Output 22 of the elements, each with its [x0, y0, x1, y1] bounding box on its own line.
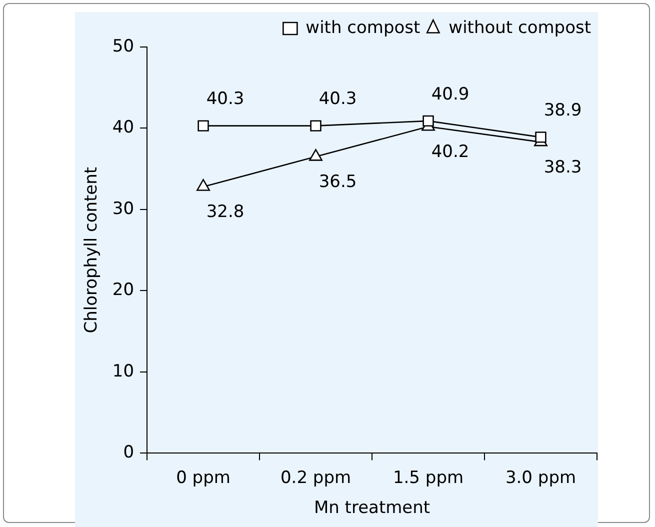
- x-tick-label: 3.0 ppm: [505, 468, 576, 488]
- y-tick-label: 50: [112, 36, 134, 56]
- data-label: 38.9: [544, 100, 582, 121]
- y-tick-label: 40: [112, 118, 134, 138]
- data-label: 40.2: [431, 142, 470, 162]
- data-label: 38.3: [544, 157, 582, 178]
- x-tick-label: 0 ppm: [176, 468, 230, 488]
- data-label: 36.5: [318, 172, 357, 192]
- data-label: 32.8: [206, 202, 244, 222]
- legend-label: without compost: [448, 18, 592, 38]
- legend-label: with compost: [306, 18, 420, 38]
- data-label: 40.3: [206, 89, 244, 110]
- y-axis-title: Chlorophyll content: [82, 166, 102, 334]
- x-tick-label: 1.5 ppm: [392, 468, 464, 488]
- data-label: 40.9: [431, 84, 470, 104]
- x-axis-title: Mn treatment: [314, 498, 430, 518]
- y-tick-label: 0: [123, 442, 134, 463]
- y-tick-label: 30: [112, 198, 134, 219]
- data-label: 40.3: [318, 89, 357, 110]
- y-tick-label: 20: [112, 280, 134, 300]
- y-tick-label: 10: [112, 361, 134, 382]
- x-tick-label: 0.2 ppm: [280, 468, 352, 488]
